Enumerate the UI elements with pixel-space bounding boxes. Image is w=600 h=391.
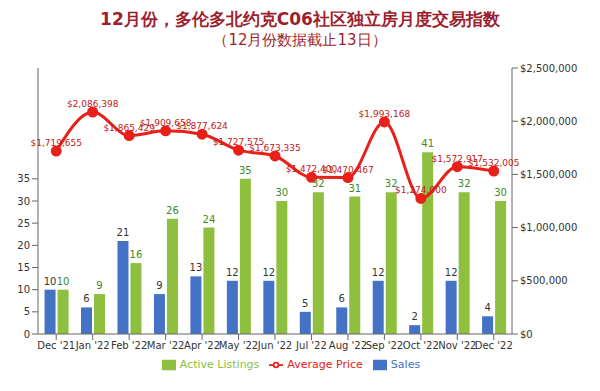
- svg-text:$1,000,000: $1,000,000: [520, 222, 577, 233]
- svg-text:12: 12: [372, 267, 385, 278]
- svg-text:$0: $0: [520, 329, 533, 340]
- svg-text:Jan '22: Jan '22: [75, 340, 110, 351]
- svg-text:9: 9: [96, 280, 102, 291]
- svg-text:$1,572,917: $1,572,917: [431, 153, 484, 164]
- html-text:Sales: Sales: [390, 358, 421, 371]
- svg-text:30: 30: [17, 196, 30, 207]
- svg-text:5: 5: [24, 306, 30, 317]
- svg-text:35: 35: [17, 173, 30, 184]
- svg-text:Sep '22: Sep '22: [366, 340, 404, 351]
- svg-text:12: 12: [445, 267, 458, 278]
- svg-text:$1,472,400: $1,472,400: [285, 164, 338, 175]
- svg-text:9: 9: [156, 280, 162, 291]
- svg-text:10: 10: [44, 276, 57, 287]
- svg-text:4: 4: [484, 302, 490, 313]
- svg-text:24: 24: [203, 214, 216, 225]
- svg-text:Jun '22: Jun '22: [257, 340, 292, 351]
- svg-text:30: 30: [275, 187, 288, 198]
- html-text:12月份，多伦多北约克C06社区独立房月度交易指数: 12月份，多伦多北约克C06社区独立房月度交易指数: [100, 9, 500, 29]
- svg-text:$1,274,000: $1,274,000: [395, 185, 447, 195]
- svg-text:15: 15: [17, 262, 30, 273]
- svg-text:12: 12: [262, 267, 275, 278]
- svg-text:Mar '22: Mar '22: [147, 340, 185, 351]
- svg-text:21: 21: [117, 227, 130, 238]
- html-text:Active Listings: Active Listings: [179, 358, 260, 371]
- svg-text:Aug '22: Aug '22: [329, 340, 367, 351]
- svg-text:12: 12: [226, 267, 239, 278]
- svg-text:35: 35: [239, 165, 252, 176]
- svg-text:$1,673,335: $1,673,335: [249, 143, 301, 153]
- svg-text:6: 6: [83, 293, 89, 304]
- svg-text:13: 13: [190, 262, 203, 273]
- svg-text:25: 25: [17, 218, 30, 229]
- svg-text:May '22: May '22: [219, 340, 258, 351]
- svg-text:10: 10: [17, 284, 30, 295]
- svg-text:Dec '21: Dec '21: [37, 340, 75, 351]
- svg-text:0: 0: [24, 329, 30, 340]
- svg-text:$1,909,658: $1,909,658: [139, 117, 192, 128]
- svg-text:5: 5: [302, 298, 308, 309]
- svg-text:$2,000,000: $2,000,000: [520, 116, 577, 127]
- svg-text:$1,719,655: $1,719,655: [30, 138, 82, 148]
- svg-text:$2,500,000: $2,500,000: [520, 63, 577, 74]
- svg-text:$1,877,624: $1,877,624: [176, 121, 228, 131]
- svg-text:30: 30: [494, 187, 507, 198]
- svg-text:$1,865,429: $1,865,429: [103, 122, 155, 133]
- svg-text:$2,086,398: $2,086,398: [67, 99, 119, 109]
- html-text:Average Price: Average Price: [287, 358, 363, 371]
- svg-text:Dec '22: Dec '22: [475, 340, 513, 351]
- svg-text:Feb '22: Feb '22: [111, 340, 147, 351]
- svg-text:$1,993,168: $1,993,168: [359, 109, 411, 119]
- svg-text:41: 41: [421, 138, 434, 149]
- html-text:（12月份数据截止13日）: （12月份数据截止13日）: [213, 31, 387, 49]
- svg-text:Nov '22: Nov '22: [438, 340, 476, 351]
- svg-text:20: 20: [17, 240, 30, 251]
- svg-text:Apr '22: Apr '22: [184, 340, 220, 351]
- svg-text:2: 2: [411, 311, 417, 322]
- svg-text:16: 16: [130, 249, 143, 260]
- svg-text:26: 26: [166, 205, 179, 216]
- svg-text:$1,500,000: $1,500,000: [520, 169, 577, 180]
- svg-text:32: 32: [312, 178, 325, 189]
- svg-text:$1,727,575: $1,727,575: [212, 137, 265, 148]
- svg-text:Oct '22: Oct '22: [403, 340, 439, 351]
- svg-text:6: 6: [339, 293, 345, 304]
- svg-text:32: 32: [384, 178, 398, 190]
- svg-text:$1,470,467: $1,470,467: [322, 165, 374, 175]
- svg-text:32: 32: [458, 178, 471, 189]
- svg-text:31: 31: [348, 183, 361, 194]
- svg-text:$1,532,005: $1,532,005: [468, 158, 520, 168]
- svg-text:$500,000: $500,000: [520, 275, 568, 286]
- svg-text:Jul '22: Jul '22: [295, 340, 327, 351]
- svg-text:10: 10: [57, 276, 70, 287]
